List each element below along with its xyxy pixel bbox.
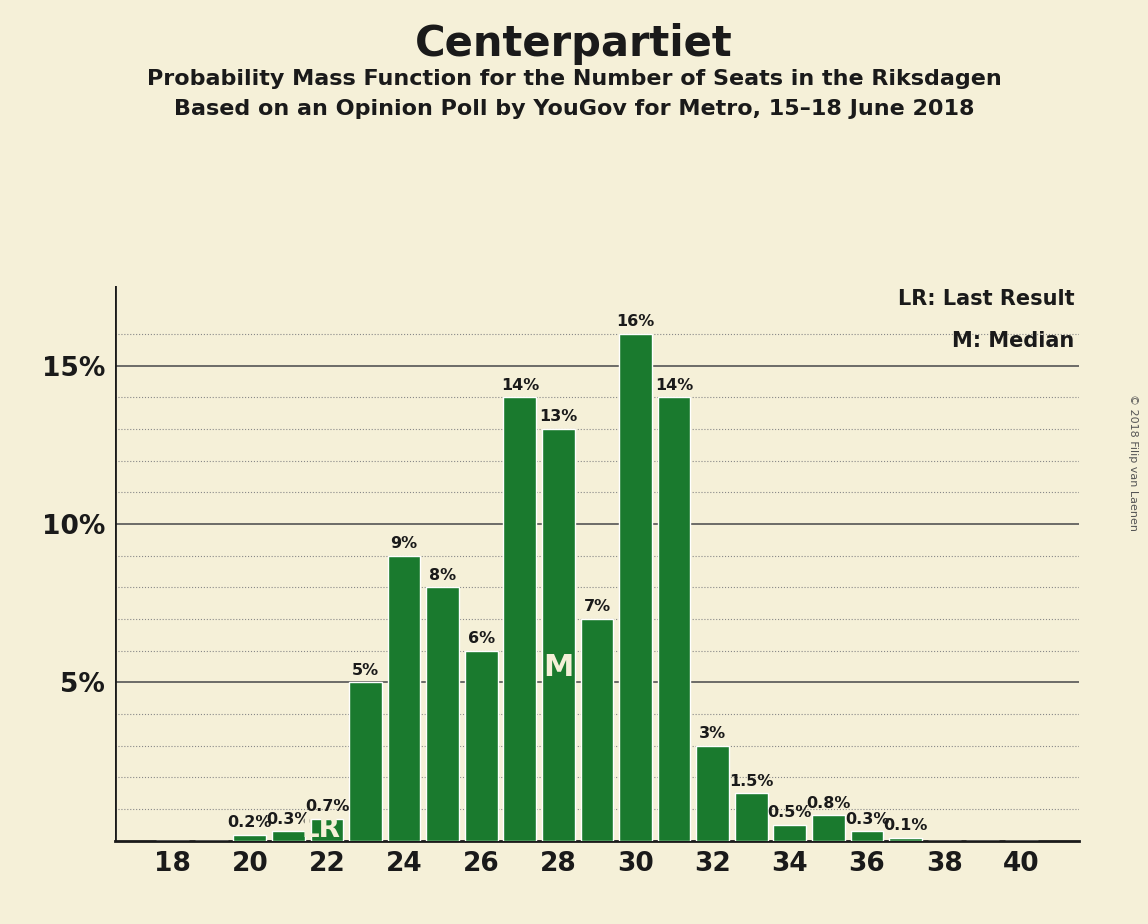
Text: © 2018 Filip van Laenen: © 2018 Filip van Laenen	[1128, 394, 1138, 530]
Text: 16%: 16%	[616, 314, 654, 329]
Text: Probability Mass Function for the Number of Seats in the Riksdagen: Probability Mass Function for the Number…	[147, 69, 1001, 90]
Text: 5%: 5%	[352, 663, 379, 677]
Bar	[735, 794, 768, 841]
Bar	[812, 816, 845, 841]
Text: LR: Last Result: LR: Last Result	[898, 289, 1075, 310]
Text: 9%: 9%	[390, 536, 418, 551]
Text: M: M	[543, 653, 574, 682]
Bar	[658, 397, 690, 841]
Text: 0.5%: 0.5%	[768, 805, 812, 821]
Bar	[349, 683, 382, 841]
Bar	[311, 819, 343, 841]
Bar	[542, 429, 575, 841]
Bar	[465, 650, 497, 841]
Text: 8%: 8%	[429, 567, 456, 583]
Text: 0.3%: 0.3%	[845, 811, 890, 827]
Text: 6%: 6%	[467, 631, 495, 646]
Bar	[890, 838, 922, 841]
Text: 14%: 14%	[501, 378, 538, 393]
Text: Based on an Opinion Poll by YouGov for Metro, 15–18 June 2018: Based on an Opinion Poll by YouGov for M…	[173, 99, 975, 119]
Text: M: Median: M: Median	[952, 331, 1075, 351]
Bar	[388, 555, 420, 841]
Text: 7%: 7%	[583, 600, 611, 614]
Text: 0.3%: 0.3%	[266, 811, 311, 827]
Bar	[697, 746, 729, 841]
Bar	[233, 834, 266, 841]
Bar	[426, 588, 459, 841]
Bar	[272, 832, 304, 841]
Bar	[581, 619, 613, 841]
Text: 0.2%: 0.2%	[227, 815, 272, 830]
Text: 14%: 14%	[656, 378, 693, 393]
Text: Centerpartiet: Centerpartiet	[416, 23, 732, 65]
Bar	[619, 334, 652, 841]
Bar	[504, 397, 536, 841]
Text: LR: LR	[302, 815, 341, 843]
Text: 0.1%: 0.1%	[883, 818, 928, 833]
Text: 0.8%: 0.8%	[806, 796, 851, 810]
Text: 13%: 13%	[540, 409, 577, 424]
Text: 0.7%: 0.7%	[304, 799, 349, 814]
Text: 3%: 3%	[699, 726, 727, 741]
Bar	[851, 832, 883, 841]
Bar	[774, 825, 806, 841]
Text: 1.5%: 1.5%	[729, 773, 774, 788]
